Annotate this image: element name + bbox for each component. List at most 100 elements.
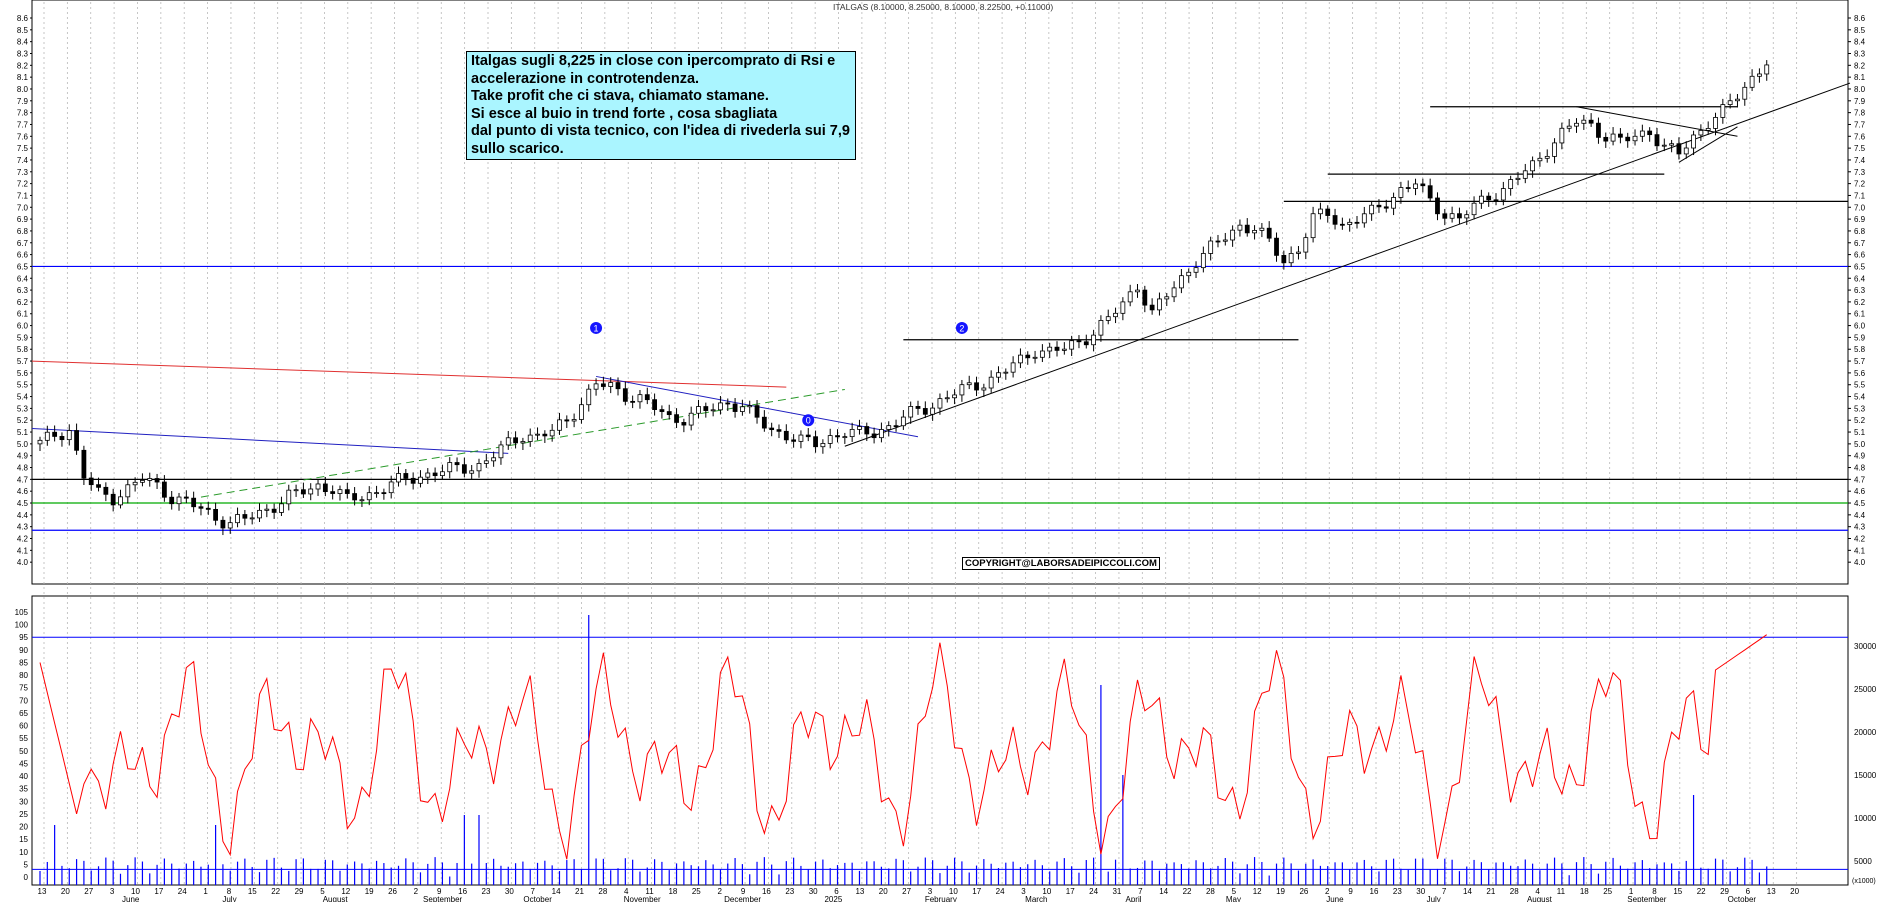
candle-body xyxy=(879,429,884,439)
candle-body xyxy=(337,489,343,494)
candle-body xyxy=(1127,291,1133,303)
candle-body xyxy=(1149,304,1155,311)
candle-body xyxy=(491,457,497,462)
candle-body xyxy=(571,419,577,422)
candle-body xyxy=(996,372,1001,378)
y-tick-label-left: 6.9 xyxy=(17,215,29,224)
y-tick-label-left: 5.4 xyxy=(17,393,29,402)
x-tick-label: 30 xyxy=(1416,887,1425,896)
month-label: May xyxy=(1226,895,1241,902)
osc-y-tick-right: 10000 xyxy=(1854,814,1877,823)
candle-body xyxy=(579,404,584,420)
y-tick-label-right: 6.4 xyxy=(1854,274,1866,283)
x-tick-label: 17 xyxy=(154,887,163,896)
wave-label-text: 1 xyxy=(594,323,599,333)
y-tick-label-left: 4.7 xyxy=(17,475,29,484)
y-tick-label-left: 4.3 xyxy=(17,523,29,532)
candle-body xyxy=(1105,316,1111,321)
candle-body xyxy=(535,433,540,436)
candle-body xyxy=(461,464,467,474)
y-tick-label-right: 7.8 xyxy=(1854,109,1866,118)
candle-body xyxy=(1442,213,1448,219)
candle-body xyxy=(696,406,701,414)
x-tick-label: 10 xyxy=(1042,887,1051,896)
x-tick-label: 20 xyxy=(1790,887,1799,896)
candle-body xyxy=(586,388,592,406)
candle-body xyxy=(1478,195,1484,204)
candle-body xyxy=(44,431,50,441)
x-tick-label: 10 xyxy=(949,887,958,896)
candle-body xyxy=(922,408,928,415)
candle-body xyxy=(388,481,394,494)
candle-body xyxy=(1157,298,1162,311)
candle-body xyxy=(1003,371,1009,374)
candle-body xyxy=(1742,86,1748,100)
candle-body xyxy=(1032,356,1038,359)
y-tick-label-left: 4.9 xyxy=(17,452,29,461)
candle-body xyxy=(227,522,233,529)
candle-body xyxy=(710,409,716,412)
candle-body xyxy=(1500,188,1506,201)
y-tick-label-left: 4.4 xyxy=(17,511,29,520)
x-tick-label: 27 xyxy=(84,887,93,896)
x-tick-label: 13 xyxy=(1767,887,1776,896)
blue-trendline-long xyxy=(31,427,509,454)
candle-body xyxy=(849,428,855,438)
y-tick-label-right: 7.7 xyxy=(1854,120,1866,129)
candle-body xyxy=(805,434,811,438)
x-tick-label: 16 xyxy=(762,887,771,896)
candle-body xyxy=(1179,275,1184,289)
candle-body xyxy=(1252,230,1257,234)
x-tick-label: 7 xyxy=(531,887,536,896)
x-tick-label: 22 xyxy=(1183,887,1192,896)
y-tick-label-left: 7.9 xyxy=(17,97,29,106)
candle-body xyxy=(1054,346,1060,351)
candle-body xyxy=(410,477,416,484)
candle-body xyxy=(59,436,65,441)
candle-body xyxy=(1237,224,1243,231)
candle-body xyxy=(1288,253,1294,264)
candle-body xyxy=(593,383,599,390)
osc-y-tick-left: 90 xyxy=(19,646,28,655)
candle-body xyxy=(330,491,336,494)
candle-body xyxy=(820,443,826,448)
y-tick-label-left: 8.0 xyxy=(17,85,29,94)
candle-body xyxy=(161,481,167,498)
candle-body xyxy=(1647,130,1653,136)
candle-body xyxy=(1581,119,1587,124)
candle-body xyxy=(1039,350,1045,358)
candle-body xyxy=(732,403,738,412)
candle-body xyxy=(1625,136,1631,142)
osc-y-tick-right: 20000 xyxy=(1854,728,1877,737)
candle-body xyxy=(483,460,489,464)
x-tick-label: 5 xyxy=(320,887,325,896)
candle-body xyxy=(1098,320,1104,336)
y-tick-label-left: 6.1 xyxy=(17,310,29,319)
main-uptrend-line xyxy=(844,82,1851,447)
y-tick-label-right: 5.8 xyxy=(1854,345,1866,354)
candle-body xyxy=(37,439,43,445)
y-tick-label-right: 4.9 xyxy=(1854,452,1866,461)
month-label: July xyxy=(222,895,236,902)
candle-body xyxy=(1493,199,1499,202)
y-tick-label-left: 8.4 xyxy=(17,38,29,47)
x-tick-label: 19 xyxy=(1276,887,1285,896)
candle-body xyxy=(322,483,328,493)
annotation-line: Take profit che ci stava, chiamato stama… xyxy=(471,88,769,104)
osc-y-tick-left: 75 xyxy=(19,684,28,693)
y-tick-label-left: 4.8 xyxy=(17,464,29,473)
candle-body xyxy=(1325,208,1331,216)
candle-body xyxy=(1669,143,1675,146)
y-tick-label-left: 7.3 xyxy=(17,168,29,177)
y-tick-label-right: 6.3 xyxy=(1854,286,1866,295)
y-tick-label-left: 7.6 xyxy=(17,132,29,141)
candle-body xyxy=(1091,334,1096,346)
candle-body xyxy=(1186,271,1192,277)
candle-body xyxy=(1266,227,1272,239)
osc-y-tick-left: 30 xyxy=(19,797,28,806)
y-tick-label-right: 4.8 xyxy=(1854,464,1866,473)
candle-body xyxy=(1537,157,1543,162)
candle-body xyxy=(1683,147,1689,155)
y-tick-label-left: 6.4 xyxy=(17,274,29,283)
month-label: December xyxy=(724,895,761,902)
